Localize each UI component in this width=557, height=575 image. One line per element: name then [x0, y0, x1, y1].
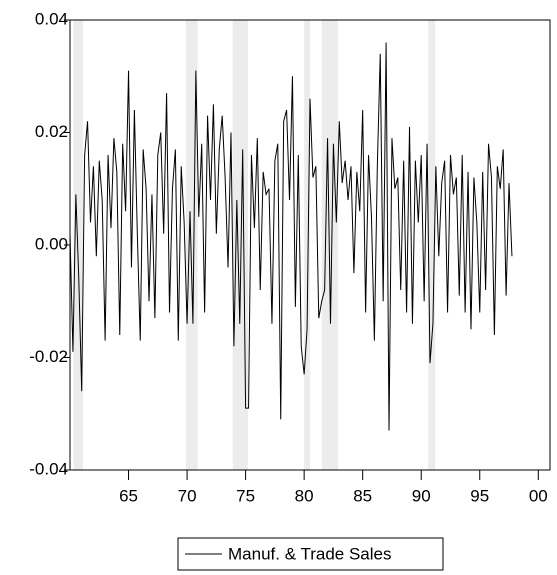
- recession-band: [304, 20, 310, 470]
- x-tick-label: 70: [178, 486, 197, 505]
- x-tick-label: 95: [470, 486, 489, 505]
- legend-label: Manuf. & Trade Sales: [228, 544, 391, 563]
- x-tick-label: 65: [119, 486, 138, 505]
- legend-box: [177, 537, 444, 571]
- x-tick-label: 85: [353, 486, 372, 505]
- recession-band: [185, 20, 198, 470]
- y-tick-label: 0.02: [35, 122, 68, 141]
- x-tick-label: 80: [295, 486, 314, 505]
- legend: Manuf. & Trade Sales: [177, 537, 444, 571]
- recession-band: [73, 20, 83, 470]
- recession-band: [321, 20, 339, 470]
- series-line: [69, 42, 513, 431]
- recession-band: [232, 20, 248, 470]
- y-tick-label: 0.00: [35, 234, 68, 253]
- y-tick-label: -0.02: [29, 347, 68, 366]
- y-tick-label: -0.04: [29, 459, 68, 478]
- plot-frame: [69, 19, 551, 471]
- x-tick-label: 90: [412, 486, 431, 505]
- x-tick-label: 75: [236, 486, 255, 505]
- x-tick-label: 00: [529, 486, 548, 505]
- recession-band: [428, 20, 436, 470]
- y-tick-label: 0.04: [35, 9, 68, 28]
